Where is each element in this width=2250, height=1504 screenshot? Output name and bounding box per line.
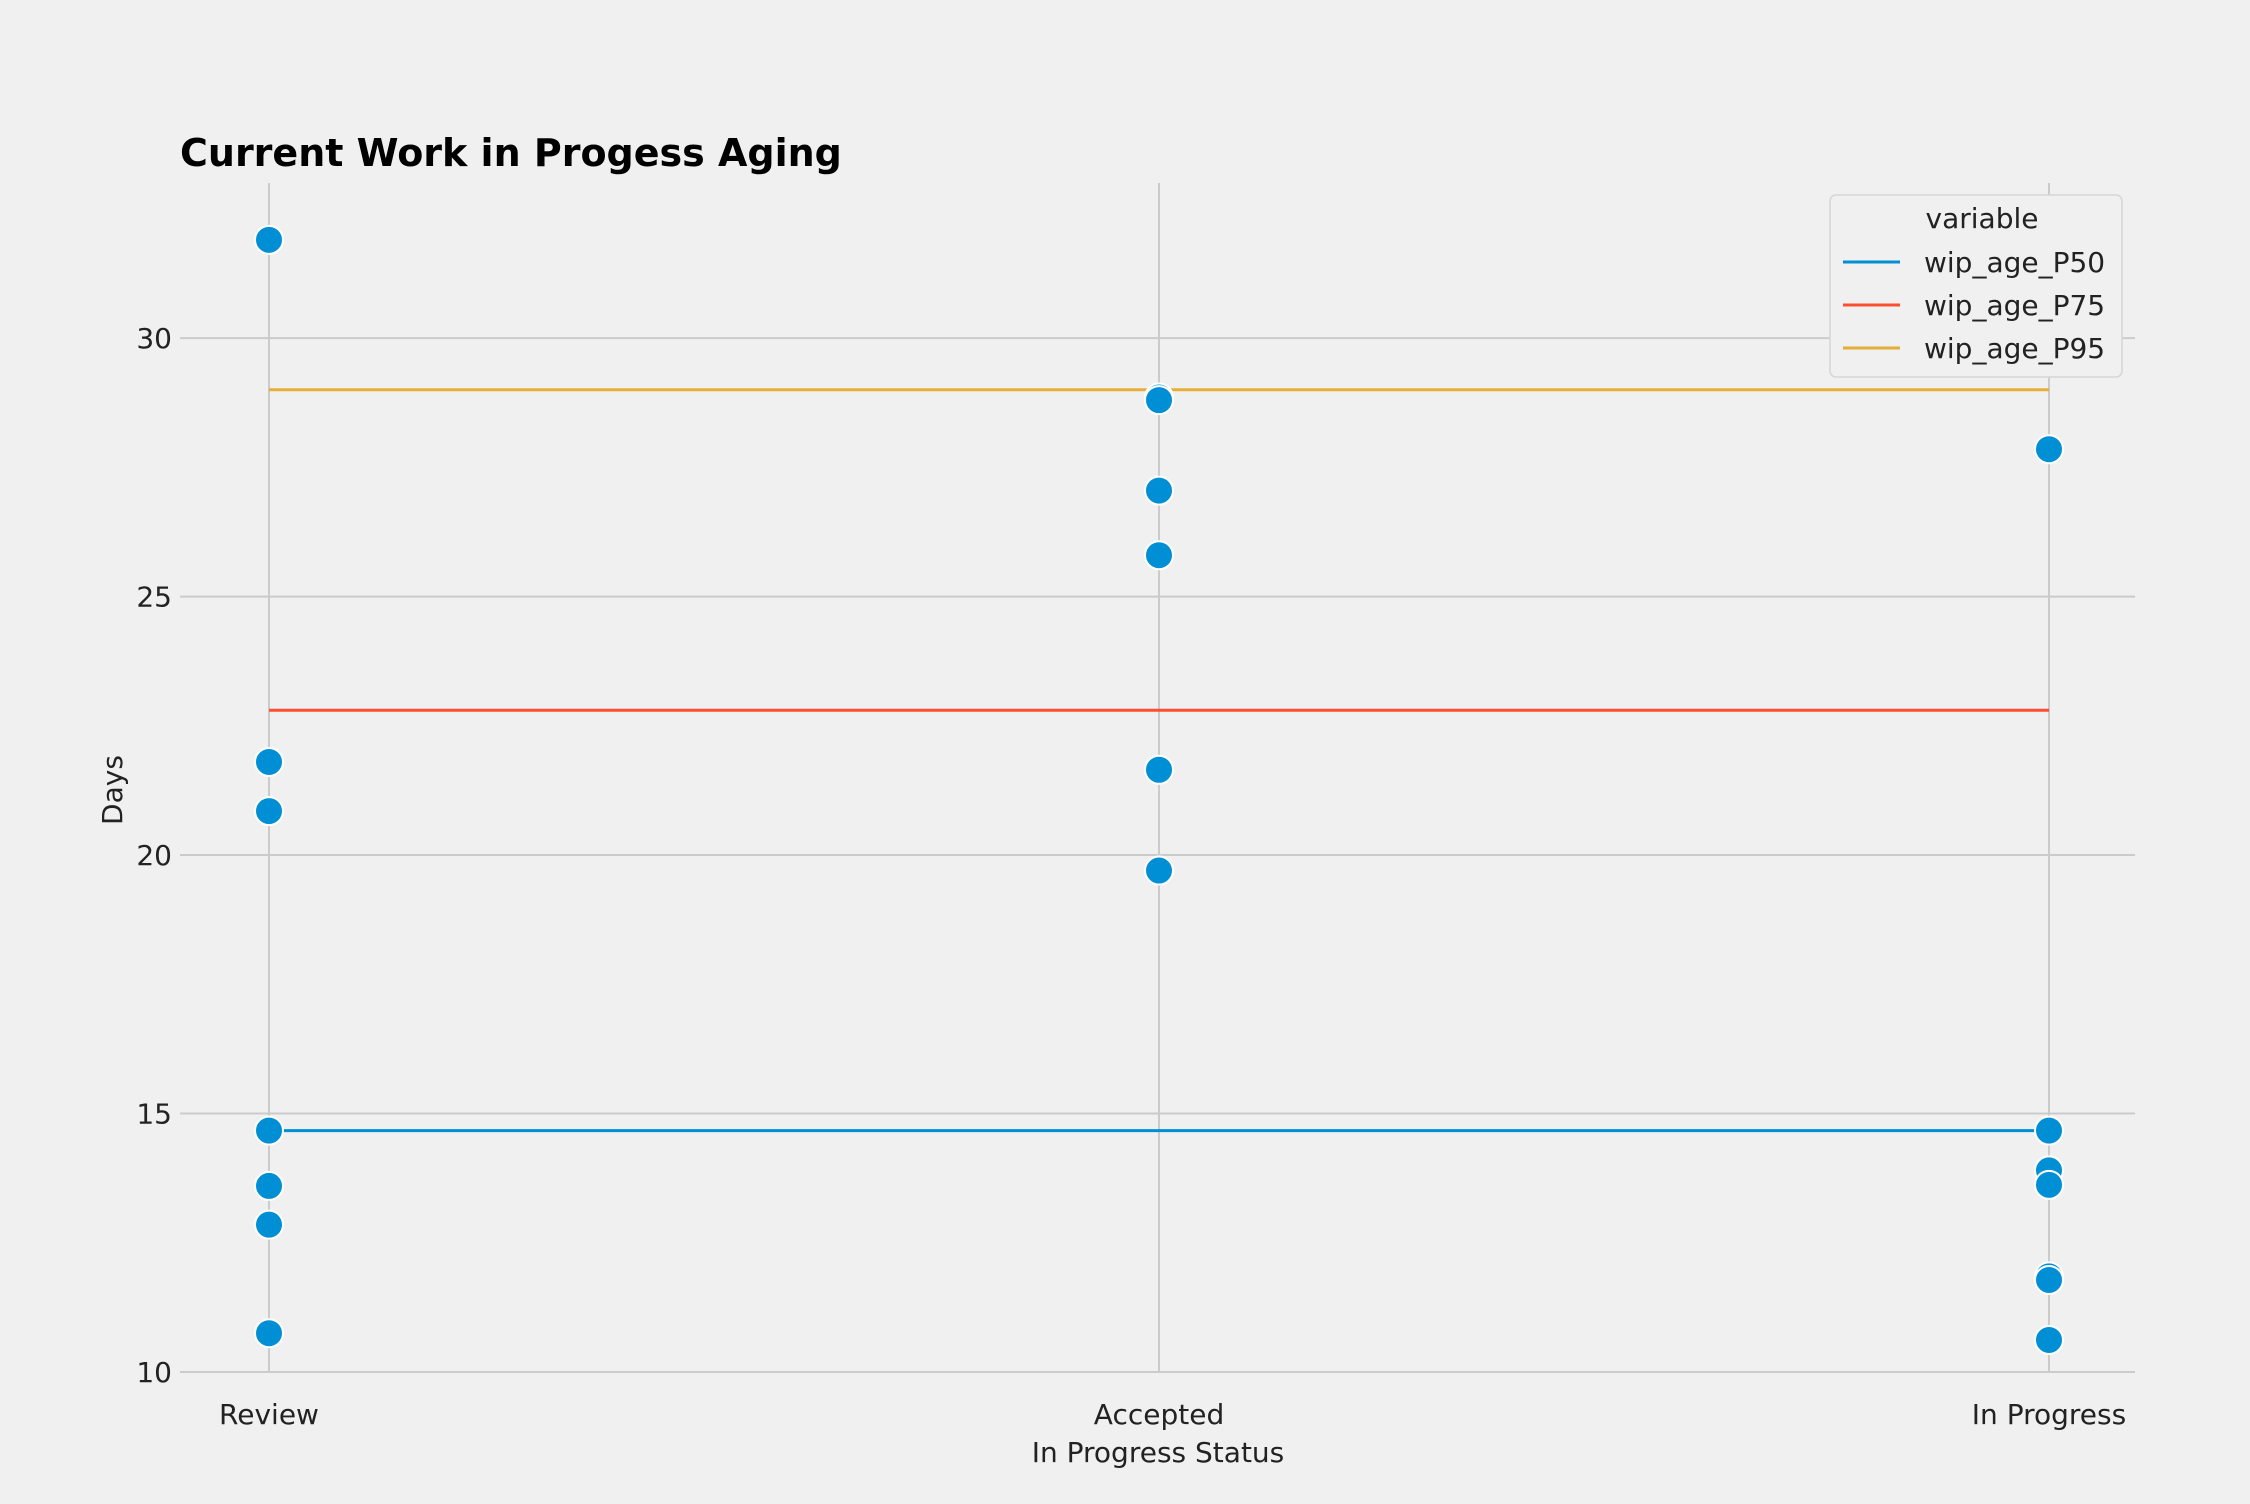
legend-box: [1829, 194, 2123, 378]
data-point: [1144, 475, 1174, 506]
data-point: [2034, 1169, 2064, 1200]
y-tick-label: 20: [136, 839, 172, 872]
y-axis-label: Days: [96, 755, 129, 825]
x-tick-label: Review: [219, 1398, 319, 1431]
legend: variable wip_age_P50wip_age_P75wip_age_P…: [1829, 194, 2123, 378]
data-points: [254, 224, 2064, 1355]
y-tick-label: 15: [136, 1098, 172, 1131]
axis-ticks: 10 15 20 25 30 Review Accepted In Progress: [136, 322, 2126, 1431]
data-point: [254, 796, 284, 827]
data-point: [1144, 754, 1174, 785]
data-point: [254, 224, 284, 255]
data-point: [254, 746, 284, 777]
data-point: [2034, 1264, 2064, 1295]
data-point: [2034, 1324, 2064, 1355]
legend-title: variable: [1926, 202, 2039, 235]
data-point: [254, 1115, 284, 1146]
x-tick-label: Accepted: [1094, 1398, 1224, 1431]
legend-items: wip_age_P50 wip_age_P75 wip_age_P95: [1843, 246, 2105, 365]
data-point: [254, 1318, 284, 1349]
data-point: [2034, 434, 2064, 465]
data-point: [1144, 855, 1174, 886]
chart-title: Current Work in Progess Aging: [180, 131, 842, 175]
data-point: [1144, 385, 1174, 416]
data-point: [254, 1209, 284, 1240]
legend-label: wip_age_P95: [1924, 332, 2105, 365]
legend-label: wip_age_P50: [1924, 246, 2105, 279]
data-point: [254, 1170, 284, 1201]
legend-label: wip_age_P75: [1924, 289, 2105, 322]
y-tick-label: 30: [136, 322, 172, 355]
grid: [180, 183, 2135, 1373]
data-point: [2034, 1115, 2064, 1146]
data-point: [1144, 540, 1174, 571]
x-tick-label: In Progress: [1972, 1398, 2126, 1431]
y-tick-label: 25: [136, 581, 172, 614]
x-axis-label: In Progress Status: [1032, 1436, 1285, 1469]
y-tick-label: 10: [136, 1356, 172, 1389]
